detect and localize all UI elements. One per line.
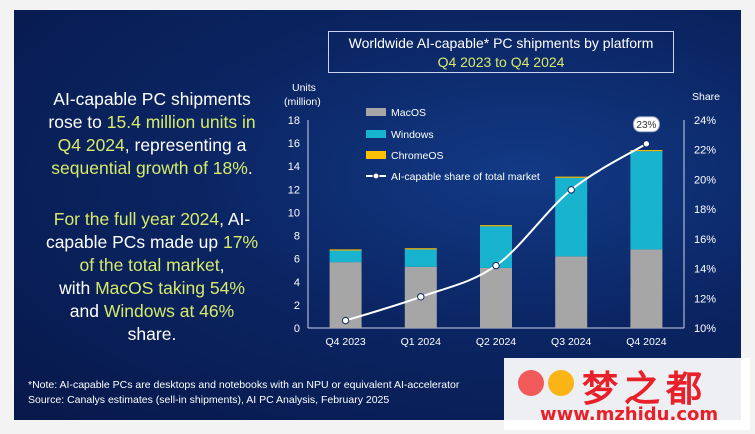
bar-windows xyxy=(630,151,663,250)
y2-tick-label: 12% xyxy=(694,293,716,305)
y-tick-label: 14 xyxy=(288,161,300,173)
summary-highlight: Q4 2024 xyxy=(57,135,125,155)
y2-tick-label: 24% xyxy=(694,115,716,127)
chart-svg: 0 2 4 6 8 10 12 14 16 18 10% 12% 14% 16% 18% 20% 22% 24% U… xyxy=(284,82,720,348)
x-tick-label: Q4 2024 xyxy=(626,336,666,348)
watermark-logo-icon xyxy=(548,370,574,396)
bar-chromeos xyxy=(404,248,437,250)
legend-swatch xyxy=(366,108,386,116)
annotation-badge xyxy=(632,116,660,133)
bar-chromeos xyxy=(630,150,663,152)
watermark: 梦之都 www.mzhidu.com xyxy=(504,358,750,430)
bar-chromeos xyxy=(329,249,362,251)
summary-shipments: AI-capable PC shipments rose to 15.4 mil… xyxy=(32,88,272,180)
share-point xyxy=(567,186,575,194)
legend-label: ChromeOS xyxy=(391,150,444,162)
legend-swatch xyxy=(366,130,386,138)
chart-subtitle: Q4 2023 to Q4 2024 xyxy=(437,54,565,70)
y2-tick-label: 16% xyxy=(694,234,716,246)
summary-text: AI-capable PC shipments xyxy=(53,89,251,109)
share-point xyxy=(492,261,500,270)
y-tick-label: 10 xyxy=(288,207,300,219)
summary-highlight: sequential growth of 18% xyxy=(51,158,248,178)
y-tick-label: 4 xyxy=(294,277,300,289)
summary-full-year: For the full year 2024, AI- capable PCs … xyxy=(32,208,272,346)
slide: AI-capable PC shipments rose to 15.4 mil… xyxy=(14,10,741,420)
y-tick-label: 0 xyxy=(294,323,300,335)
y-tick-label: 18 xyxy=(288,115,300,127)
footnote: *Note: AI-capable PCs are desktops and n… xyxy=(28,379,460,391)
watermark-logo-icon xyxy=(518,370,544,396)
y-tick-label: 16 xyxy=(288,138,300,150)
x-tick-label: Q2 2024 xyxy=(476,336,516,348)
summary-highlight: 15.4 million units in xyxy=(106,112,256,132)
share-point xyxy=(417,293,425,301)
summary-text: capable PCs made up xyxy=(45,232,224,252)
y-tick-label: 6 xyxy=(294,254,300,266)
bar-windows xyxy=(480,226,512,268)
summary-text: rose to xyxy=(48,112,107,132)
summary-text: and xyxy=(69,301,104,321)
summary-highlight: For the full year 2024 xyxy=(53,209,220,229)
summary-text: . xyxy=(247,158,253,178)
legend-line-marker xyxy=(372,172,380,180)
x-tick-label: Q4 2023 xyxy=(325,336,365,348)
bar-windows xyxy=(404,249,437,267)
bar-chromeos xyxy=(555,176,588,178)
summary-text: , AI- xyxy=(219,209,251,229)
summary-text: with xyxy=(59,278,96,298)
bar-chromeos xyxy=(480,225,512,227)
share-point xyxy=(341,316,350,325)
bar-macos xyxy=(480,267,512,328)
chart-title-box: Worldwide AI-capable* PC shipments by pl… xyxy=(328,31,674,73)
y2-tick-label: 20% xyxy=(694,174,716,186)
share-point xyxy=(642,140,651,148)
y2-tick-label: 18% xyxy=(694,204,716,216)
chart-title: Worldwide AI-capable* PC shipments by pl… xyxy=(348,35,654,51)
y2-tick-label: 22% xyxy=(694,145,716,157)
y2-tick-label: 14% xyxy=(694,264,716,276)
x-tick-label: Q1 2024 xyxy=(401,336,441,348)
y-tick-label: 2 xyxy=(294,300,300,312)
y-tick-label: 8 xyxy=(294,231,300,243)
y-tick-label: 12 xyxy=(288,184,300,196)
summary-text: , xyxy=(219,255,225,275)
source-note: Source: Canalys estimates (sell-in shipm… xyxy=(28,394,390,406)
summary-highlight: MacOS taking 54% xyxy=(95,278,245,298)
legend-label: MacOS xyxy=(391,107,426,119)
y2-tick-label: 10% xyxy=(694,323,716,335)
summary-highlight: of the total market xyxy=(79,255,220,275)
bar-windows xyxy=(329,250,362,263)
watermark-url: www.mzhidu.com xyxy=(540,404,719,425)
y-axis-label: (million) xyxy=(284,96,321,108)
watermark-brand: 梦之都 xyxy=(582,369,709,410)
summary-text: , representing a xyxy=(124,135,247,155)
y2-axis-label: Share xyxy=(692,91,720,103)
annotation-label: 23% xyxy=(636,120,656,131)
legend-label: AI-capable share of total market xyxy=(391,171,540,183)
bar-macos xyxy=(555,256,588,328)
summary-highlight: Windows at 46% xyxy=(103,301,235,321)
x-tick-label: Q3 2024 xyxy=(551,336,591,348)
legend-swatch xyxy=(366,151,386,159)
y-axis-label: Units xyxy=(292,82,316,94)
summary-highlight: 17% xyxy=(223,232,259,252)
bar-macos xyxy=(630,249,663,328)
summary-text: share. xyxy=(127,324,177,344)
legend-label: Windows xyxy=(391,129,434,141)
